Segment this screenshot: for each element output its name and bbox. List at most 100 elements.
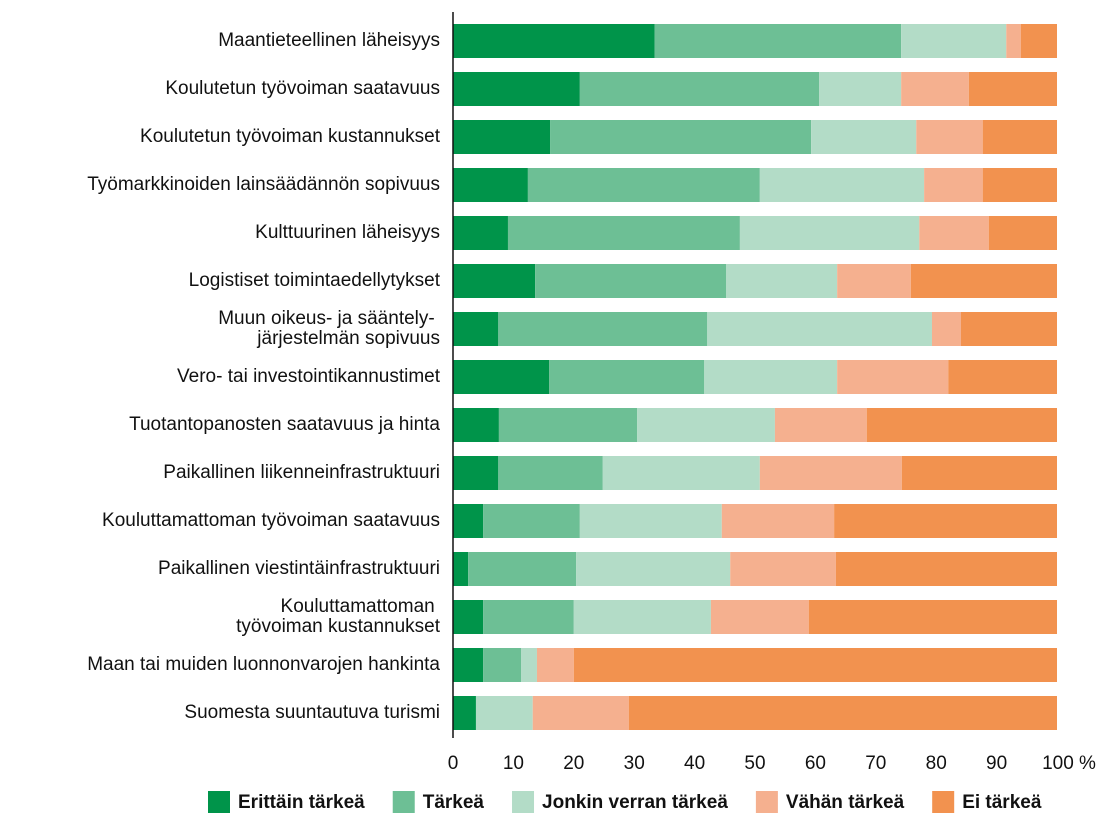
bar-segment (453, 24, 655, 58)
bar-segment (988, 216, 1057, 250)
bar-segment (536, 648, 574, 682)
bar-segment (931, 312, 961, 346)
bar-segment (730, 552, 836, 586)
bar-segment (866, 408, 1057, 442)
bar-segment (483, 600, 574, 634)
bar-segment (483, 504, 580, 538)
bar-segment (475, 696, 533, 730)
bar-segment (498, 456, 603, 490)
bar-segment (535, 264, 727, 298)
category-label: Maantieteellinen läheisyys (218, 30, 440, 51)
category-label: Suomesta suuntautuva turismi (184, 702, 440, 723)
bar-segment (707, 312, 932, 346)
bar-segment (549, 360, 705, 394)
category-label: Työmarkkinoiden lainsäädännön sopivuus (87, 174, 440, 195)
bar-segment (924, 168, 983, 202)
bar-segment (968, 72, 1057, 106)
bar-segment (527, 168, 760, 202)
bar-segment (483, 648, 522, 682)
x-tick-label: 40 (684, 753, 705, 774)
bar-segment (916, 120, 983, 154)
bar-segment (654, 24, 902, 58)
x-tick-label: 10 (503, 753, 524, 774)
x-tick-label: 0 (448, 753, 459, 774)
bar-segment (759, 456, 902, 490)
x-tick-label: 30 (624, 753, 645, 774)
bar-segment (710, 600, 809, 634)
bar-segment (453, 360, 550, 394)
bar-segment (948, 360, 1057, 394)
bar-segment (910, 264, 1057, 298)
legend-label: Ei tärkeä (962, 792, 1042, 813)
bar-segment (819, 72, 902, 106)
bar-segment (835, 552, 1057, 586)
category-label: Kouluttamattoman työvoiman kustannukset (236, 596, 441, 637)
bar-segment (579, 72, 820, 106)
bar-segment (808, 600, 1057, 634)
bar-segment (453, 408, 499, 442)
bar-segment (982, 120, 1057, 154)
bar-segment (507, 216, 740, 250)
bar-segment (521, 648, 537, 682)
category-label: Muun oikeus- ja sääntely- järjestelmän s… (218, 308, 440, 349)
bar-segment (1006, 24, 1021, 58)
bar-segment (573, 648, 1057, 682)
x-tick-label: 90 (986, 753, 1007, 774)
bar-segment (453, 552, 469, 586)
category-label: Koulutetun työvoiman kustannukset (140, 126, 441, 147)
category-label: Vero- tai investointikannustimet (177, 366, 441, 387)
bar-segment (721, 504, 835, 538)
bar-segment (837, 264, 911, 298)
legend-swatch (932, 791, 955, 813)
legend-swatch (755, 791, 778, 813)
bar-segment (1020, 24, 1057, 58)
category-label: Maan tai muiden luonnonvarojen hankinta (87, 654, 440, 675)
bar-segment (550, 120, 812, 154)
bar-segment (453, 216, 508, 250)
bar-segment (579, 504, 722, 538)
bar-segment (982, 168, 1057, 202)
legend-swatch (392, 791, 415, 813)
legend-label: Erittäin tärkeä (238, 792, 365, 813)
bar-segment (774, 408, 867, 442)
category-label: Tuotantopanosten saatavuus ja hinta (129, 414, 440, 435)
bar-segment (453, 456, 499, 490)
bar-segment (834, 504, 1057, 538)
bar-segment (453, 504, 484, 538)
bar-segment (739, 216, 920, 250)
bar-segment (468, 552, 577, 586)
bar-segment (453, 120, 551, 154)
bar-segment (759, 168, 925, 202)
category-label: Kulttuurinen läheisyys (255, 222, 440, 243)
legend-label: Vähän tärkeä (786, 792, 905, 813)
bar-segment (498, 312, 708, 346)
category-label: Paikallinen liikenneinfrastruktuuri (163, 462, 440, 483)
legend-swatch (208, 791, 230, 813)
bar-segment (573, 600, 711, 634)
bar-segment (637, 408, 775, 442)
bar-segment (901, 456, 1057, 490)
x-tick-label: 60 (805, 753, 826, 774)
bar-segment (453, 168, 528, 202)
category-label: Logistiset toimintaedellytykset (189, 270, 441, 291)
legend-label: Jonkin verran tärkeä (542, 792, 728, 813)
bar-segment (602, 456, 760, 490)
bar-segment (576, 552, 731, 586)
bar-segment (901, 72, 969, 106)
bar-segment (532, 696, 629, 730)
bar-segment (811, 120, 917, 154)
bar-segment (837, 360, 949, 394)
x-tick-label: 70 (865, 753, 886, 774)
bar-segment (919, 216, 989, 250)
bar-segment (453, 72, 580, 106)
bar-segment (453, 264, 536, 298)
bar-segment (960, 312, 1057, 346)
x-tick-label: 100 % (1042, 753, 1096, 774)
bar-segment (453, 312, 499, 346)
category-label: Kouluttamattoman työvoiman saatavuus (102, 510, 440, 531)
category-label: Paikallinen viestintäinfrastruktuuri (158, 558, 440, 579)
legend-swatch (512, 791, 535, 813)
bar-segment (628, 696, 1057, 730)
legend-label: Tärkeä (423, 792, 485, 813)
